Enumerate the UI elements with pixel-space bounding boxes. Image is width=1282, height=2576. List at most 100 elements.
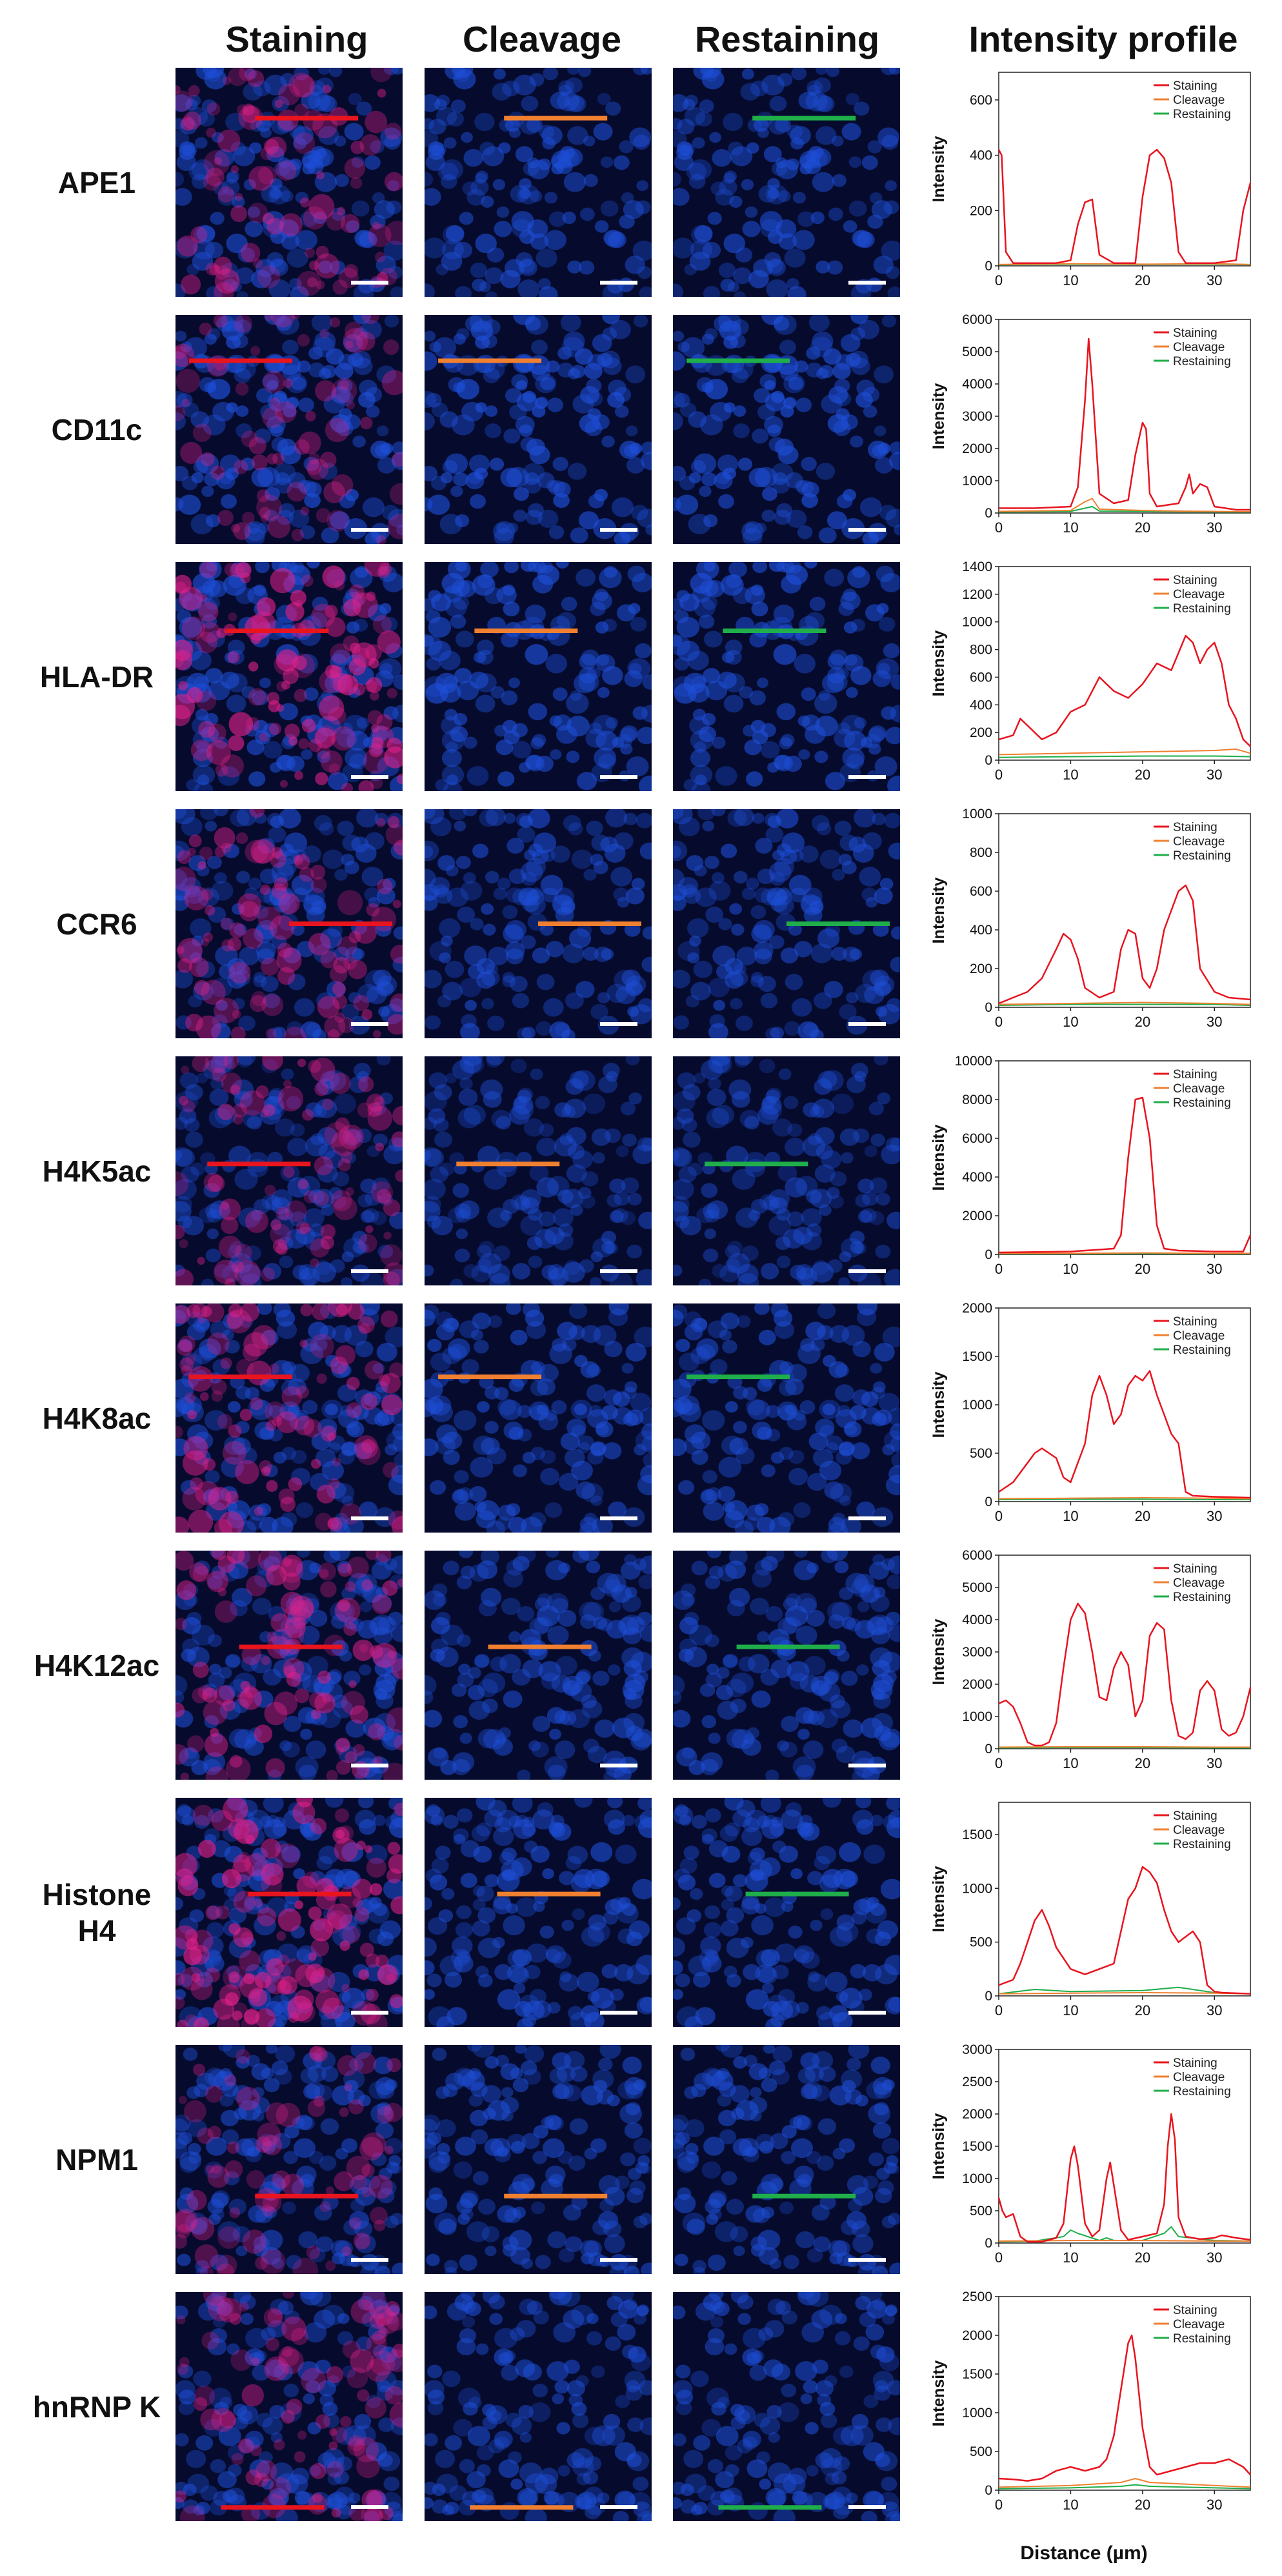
x-tick-label: 30 bbox=[1207, 1508, 1222, 1524]
legend-label: Staining bbox=[1173, 1315, 1217, 1329]
row-label: H4K5ac bbox=[26, 1153, 168, 1189]
y-tick-label: 2000 bbox=[962, 1677, 992, 1692]
series-line-restaining bbox=[998, 755, 1251, 758]
intensity-profile-chart: 0 2000 4000 6000 8000 10000 0 10 20 30 Intensity St… bbox=[903, 1053, 1265, 1289]
x-tick-label: 20 bbox=[1135, 272, 1150, 288]
header-staining: Staining bbox=[225, 19, 368, 59]
plot-frame bbox=[998, 2296, 1251, 2491]
y-axis-label: Intensity bbox=[930, 1372, 948, 1438]
series-line-staining bbox=[997, 2113, 1251, 2243]
y-axis-label: Intensity bbox=[930, 383, 948, 450]
restaining-image bbox=[673, 68, 900, 297]
restaining-image bbox=[673, 1798, 900, 2027]
x-tick-label: 20 bbox=[1135, 1508, 1150, 1524]
series-line-restaining bbox=[998, 506, 1251, 513]
legend-label: Staining bbox=[1173, 574, 1217, 587]
staining-image bbox=[175, 68, 403, 297]
series-line-cleavage bbox=[998, 748, 1251, 756]
series-line-restaining bbox=[998, 1498, 1250, 1500]
restaining-image bbox=[673, 1303, 900, 1533]
y-tick-label: 2000 bbox=[962, 1209, 992, 1223]
x-tick-label: 10 bbox=[1063, 767, 1078, 783]
staining-image bbox=[175, 1551, 403, 1780]
x-tick-label: 0 bbox=[995, 2497, 1003, 2513]
row-label-line: H4K8ac bbox=[42, 1401, 152, 1435]
plot-frame bbox=[998, 566, 1251, 761]
series-line-staining bbox=[998, 2334, 1251, 2482]
y-tick-label: 5000 bbox=[962, 1580, 992, 1595]
y-tick-label: 800 bbox=[970, 643, 992, 658]
x-tick-label: 20 bbox=[1135, 767, 1150, 783]
legend-label: Cleavage bbox=[1173, 94, 1225, 107]
legend-label: Staining bbox=[1173, 1809, 1217, 1823]
y-tick-label: 0 bbox=[985, 1247, 992, 1262]
series-line-cleavage bbox=[998, 1001, 1251, 1005]
legend-label: Cleavage bbox=[1173, 1329, 1225, 1343]
row-label: HLA-DR bbox=[26, 659, 168, 695]
series-line-cleavage bbox=[998, 498, 1251, 512]
legend-label: Staining bbox=[1173, 79, 1217, 93]
intensity-profile-chart: 0 200 400 600 800 1000 1200 1400 0 10 20 30 Intensit… bbox=[903, 559, 1265, 794]
series-line-cleavage bbox=[998, 263, 1251, 265]
y-tick-label: 600 bbox=[970, 670, 992, 685]
restaining-image bbox=[673, 315, 900, 544]
y-tick-label: 3000 bbox=[962, 1645, 992, 1660]
restaining-image bbox=[673, 809, 900, 1038]
x-tick-label: 0 bbox=[995, 1261, 1003, 1277]
cleavage-image bbox=[425, 2292, 652, 2521]
series-line-restaining bbox=[998, 2484, 1251, 2490]
y-tick-label: 400 bbox=[970, 148, 992, 163]
legend-label: Restaining bbox=[1173, 1838, 1231, 1851]
intensity-profile-chart: 0 500 1000 1500 2000 2500 3000 0 10 20 30 Intensity… bbox=[903, 2042, 1265, 2277]
y-tick-label: 2500 bbox=[962, 2075, 992, 2089]
y-tick-label: 1000 bbox=[962, 1398, 992, 1413]
cleavage-image bbox=[425, 1303, 652, 1533]
y-tick-label: 6000 bbox=[962, 1548, 992, 1563]
legend-label: Restaining bbox=[1173, 355, 1231, 368]
x-tick-label: 0 bbox=[995, 1755, 1003, 1771]
row-label: APE1 bbox=[26, 165, 168, 201]
y-tick-label: 2500 bbox=[962, 2289, 992, 2304]
y-tick-label: 10000 bbox=[955, 1054, 992, 1069]
row-label-line: Histone bbox=[42, 1877, 152, 1911]
y-tick-label: 500 bbox=[970, 1935, 992, 1950]
y-tick-label: 1000 bbox=[962, 2171, 992, 2186]
restaining-image bbox=[673, 562, 900, 791]
legend-label: Staining bbox=[1173, 327, 1217, 340]
y-tick-label: 6000 bbox=[962, 1131, 992, 1146]
y-tick-label: 1500 bbox=[962, 1827, 992, 1842]
cleavage-image bbox=[425, 2045, 652, 2274]
series-line-restaining bbox=[998, 1003, 1251, 1006]
y-tick-label: 1000 bbox=[962, 1709, 992, 1724]
plot-frame bbox=[998, 1802, 1251, 1997]
row-label: H4K12ac bbox=[26, 1647, 168, 1684]
x-tick-label: 30 bbox=[1207, 767, 1222, 783]
x-axis-label: Distance (µm) bbox=[1020, 2542, 1148, 2564]
y-tick-label: 3000 bbox=[962, 2042, 992, 2057]
x-tick-label: 20 bbox=[1135, 1261, 1150, 1277]
y-tick-label: 200 bbox=[970, 961, 992, 976]
series-line-restaining bbox=[998, 2226, 1251, 2242]
y-tick-label: 5000 bbox=[962, 345, 992, 359]
legend-label: Cleavage bbox=[1173, 588, 1225, 601]
y-tick-label: 1400 bbox=[962, 559, 992, 574]
legend-label: Cleavage bbox=[1173, 341, 1225, 354]
legend-label: Restaining bbox=[1173, 602, 1231, 616]
y-tick-label: 200 bbox=[970, 725, 992, 740]
x-tick-label: 10 bbox=[1063, 2002, 1078, 2018]
y-tick-label: 0 bbox=[985, 2483, 992, 2498]
y-axis-label: Intensity bbox=[930, 1125, 948, 1191]
row-label-line: H4K12ac bbox=[34, 1648, 160, 1682]
legend-label: Restaining bbox=[1173, 1343, 1231, 1357]
y-tick-label: 1000 bbox=[962, 1881, 992, 1896]
row-label-line: CD11c bbox=[51, 412, 143, 447]
y-tick-label: 0 bbox=[985, 259, 992, 274]
y-tick-label: 4000 bbox=[962, 377, 992, 392]
intensity-profile-chart: 0 1000 2000 3000 4000 5000 6000 0 10 20 30 Intensit… bbox=[903, 1547, 1265, 1783]
y-axis-label: Intensity bbox=[930, 2113, 948, 2180]
series-line-staining bbox=[997, 148, 1252, 264]
row-label: CCR6 bbox=[26, 906, 168, 942]
cleavage-image bbox=[425, 1798, 652, 2027]
x-tick-label: 10 bbox=[1063, 272, 1078, 288]
x-tick-label: 0 bbox=[995, 2249, 1003, 2266]
